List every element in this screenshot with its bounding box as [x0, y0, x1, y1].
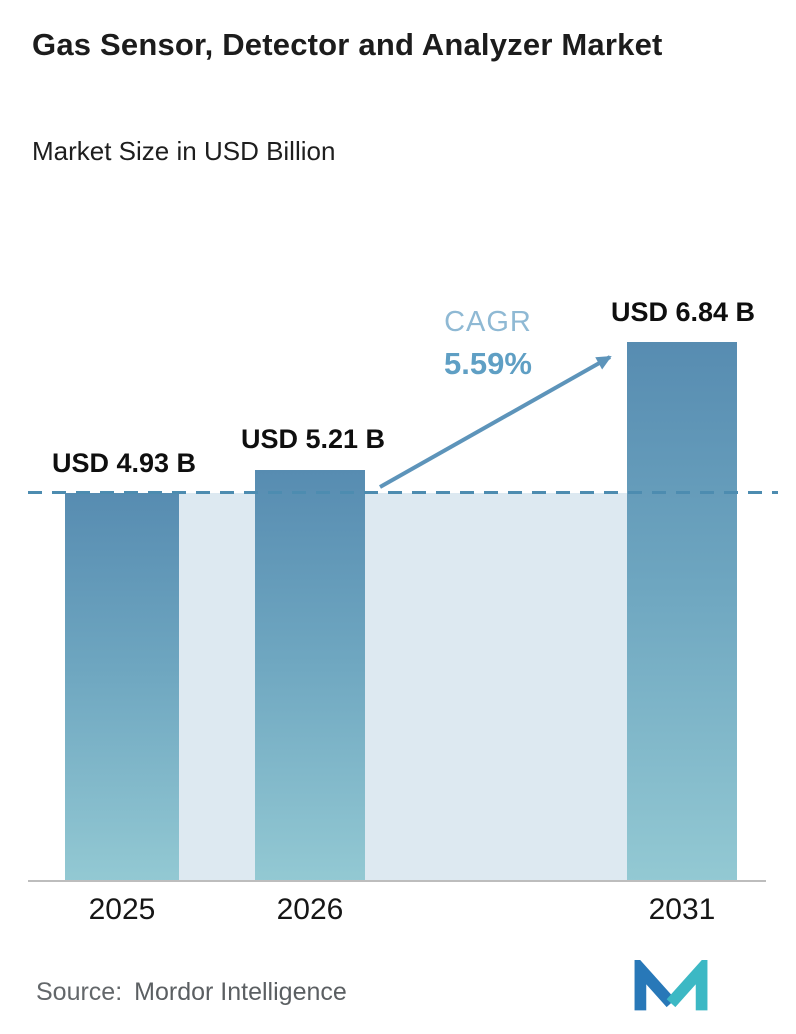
x-axis-line: [28, 880, 766, 882]
mordor-intelligence-logo-icon: [634, 960, 708, 1011]
dashed-reference-line: [28, 491, 778, 494]
cagr-value: 5.59%: [444, 346, 532, 381]
source-value: Mordor Intelligence: [134, 978, 347, 1006]
x-axis-label-2031: 2031: [648, 893, 716, 926]
bar-2025: [65, 493, 179, 882]
chart-title: Gas Sensor, Detector and Analyzer Market: [32, 27, 663, 62]
x-axis-label-2025: 2025: [88, 893, 156, 926]
cagr-label: CAGR: [444, 306, 532, 338]
bar-2031: [627, 342, 737, 882]
bar-2026: [255, 470, 365, 882]
value-label-2026: USD 5.21 B: [241, 424, 386, 454]
source-row: Source: Mordor Intelligence: [36, 978, 347, 1007]
source-label: Source:: [36, 978, 123, 1006]
x-axis-label-2026: 2026: [276, 893, 344, 926]
chart-subtitle: Market Size in USD Billion: [32, 136, 336, 166]
value-label-2025: USD 4.93 B: [52, 448, 197, 478]
value-label-2031: USD 6.84 B: [611, 297, 756, 327]
